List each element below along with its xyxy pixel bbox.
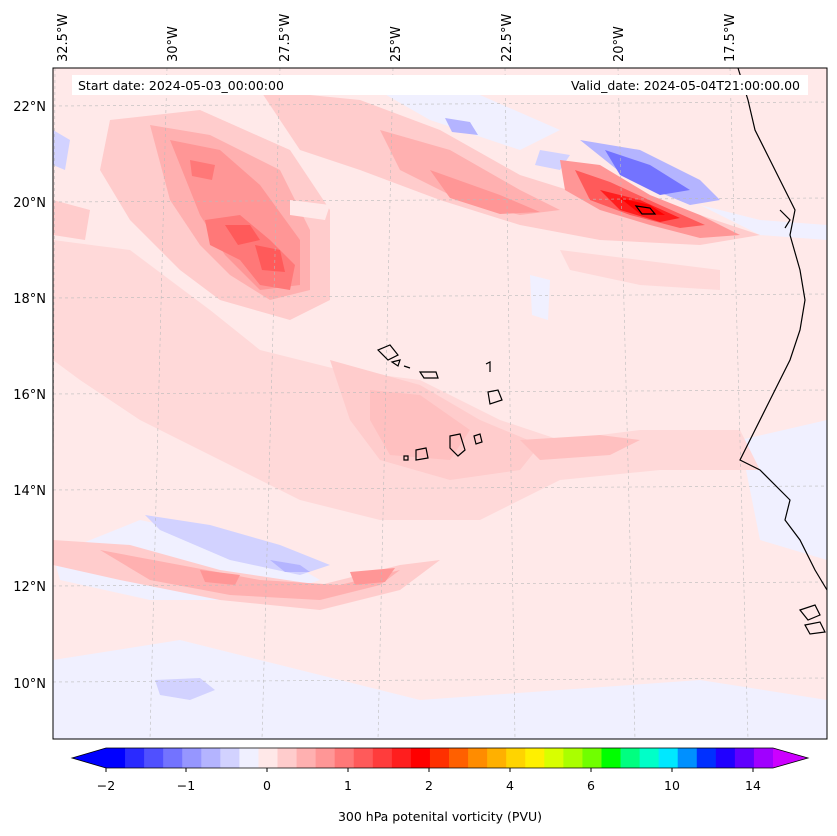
- colorbar-segment: [487, 748, 507, 768]
- colorbar: −2 −1 0 1 2 4 6 10 14 300 hPa potenital …: [70, 747, 810, 824]
- lat-label-14n: 14°N: [13, 484, 46, 499]
- lon-label-17-5w: 17.5°W: [723, 14, 738, 62]
- colorbar-segment: [182, 748, 202, 768]
- colorbar-segment: [220, 748, 240, 768]
- graticule: [53, 68, 827, 739]
- colorbar-tick-label: −2: [97, 778, 115, 793]
- map-frame: [52, 67, 828, 740]
- lat-label-22n: 22°N: [13, 100, 46, 115]
- colorbar-segment: [144, 748, 164, 768]
- colorbar-segment: [449, 748, 469, 768]
- colorbar-tick-label: 0: [263, 778, 271, 793]
- colorbar-segment: [544, 748, 564, 768]
- lat-label-16n: 16°N: [13, 388, 46, 403]
- colorbar-segment: [506, 748, 526, 768]
- header-bar: [72, 75, 808, 95]
- colorbar-segment: [601, 748, 621, 768]
- colorbar-title: 300 hPa potenital vorticity (PVU): [338, 809, 542, 824]
- lat-label-18n: 18°N: [13, 292, 46, 307]
- lon-label-22-5w: 22.5°W: [500, 14, 515, 62]
- colorbar-segment: [315, 748, 336, 768]
- colorbar-segment: [525, 748, 545, 768]
- lon-label-27-5w: 27.5°W: [278, 14, 293, 62]
- colorbar-tick-label: 2: [425, 778, 433, 793]
- latitude-labels: 22°N 20°N 18°N 16°N 14°N 12°N 10°N: [13, 100, 46, 692]
- colorbar-segment: [620, 748, 640, 768]
- colorbar-tick-label: 10: [664, 778, 680, 793]
- colorbar-segment: [715, 748, 736, 768]
- lon-label-30w: 30°W: [166, 26, 181, 62]
- colorbar-over-arrow: [773, 748, 808, 768]
- colorbar-segment: [391, 748, 412, 768]
- coastlines: [376, 68, 827, 635]
- colorbar-segment: [658, 748, 679, 768]
- pv-field-positive: [53, 90, 760, 610]
- colorbar-segment: [563, 748, 583, 768]
- colorbar-tick-label: 6: [587, 778, 595, 793]
- colorbar-segment: [201, 748, 221, 768]
- colorbar-tick-label: 14: [745, 778, 761, 793]
- map-panel: Start date: 2024-05-03_00:00:00 Valid_da…: [53, 68, 827, 739]
- colorbar-segment: [372, 748, 393, 768]
- colorbar-segment: [696, 748, 717, 768]
- colorbar-segment: [468, 748, 488, 768]
- colorbar-segment: [258, 748, 278, 768]
- lat-label-20n: 20°N: [13, 196, 46, 211]
- colorbar-segment: [239, 748, 259, 768]
- colorbar-segment: [106, 748, 126, 768]
- lat-label-10n: 10°N: [13, 677, 46, 692]
- colorbar-segment: [582, 748, 602, 768]
- colorbar-segment: [296, 748, 317, 768]
- lon-label-32-5w: 32.5°W: [56, 14, 71, 62]
- colorbar-segment: [353, 748, 374, 768]
- colorbar-tick-label: 1: [344, 778, 352, 793]
- colorbar-segment: [125, 748, 145, 768]
- colorbar-segment: [429, 748, 450, 768]
- colorbar-segment: [677, 748, 698, 768]
- colorbar-segment: [163, 748, 183, 768]
- lon-label-25w: 25°W: [389, 26, 404, 62]
- colorbar-segment: [753, 748, 774, 768]
- lat-label-12n: 12°N: [13, 580, 46, 595]
- colorbar-segment: [639, 748, 660, 768]
- lon-label-20w: 20°W: [612, 26, 627, 62]
- valid-date-label: Valid_date: 2024-05-04T21:00:00.00: [571, 78, 800, 93]
- colorbar-segment: [734, 748, 755, 768]
- colorbar-tick-label: −1: [177, 778, 195, 793]
- longitude-labels: 32.5°W 30°W 27.5°W 25°W 22.5°W 20°W 17.5…: [56, 14, 738, 62]
- colorbar-segment: [410, 748, 431, 768]
- colorbar-segments: [106, 748, 774, 768]
- colorbar-segment: [334, 748, 355, 768]
- colorbar-ticks: [105, 768, 754, 772]
- colorbar-under-arrow: [72, 748, 106, 768]
- start-date-label: Start date: 2024-05-03_00:00:00: [78, 78, 284, 93]
- colorbar-tick-label: 4: [506, 778, 514, 793]
- colorbar-segment: [277, 748, 297, 768]
